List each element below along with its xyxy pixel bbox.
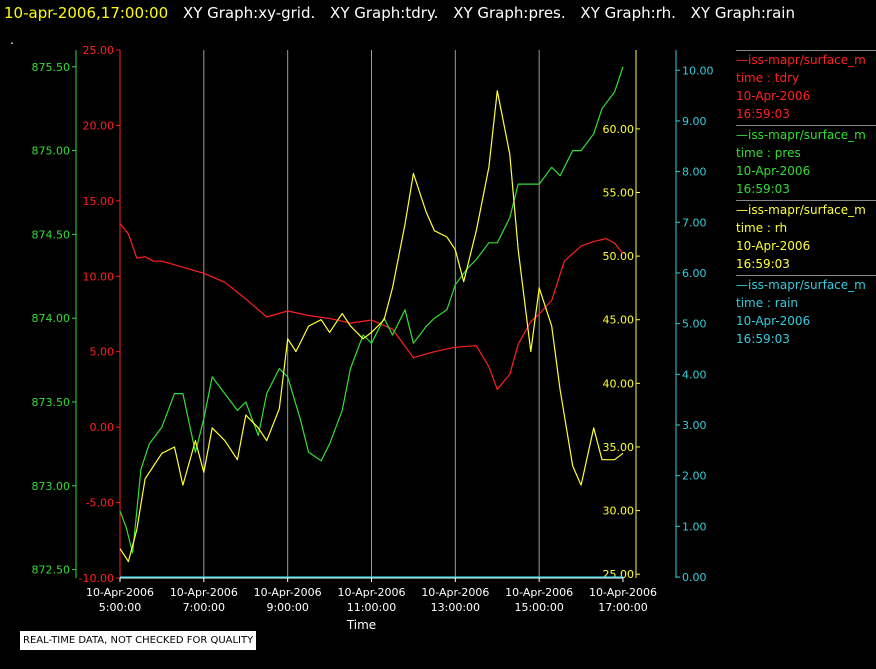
tick-label-tdry: 5.00 — [90, 346, 115, 359]
tick-label-rain: 1.00 — [682, 520, 707, 533]
header-graph-tdry[interactable]: XY Graph:tdry. — [330, 4, 439, 22]
series-line-tdry — [119, 223, 624, 390]
legend-name: —iss-mapr/surface_m — [736, 278, 866, 292]
chart-header: 10-apr-2006,17:00:00 XY Graph:xy-grid. X… — [4, 3, 795, 23]
tick-label-rain: 10.00 — [682, 64, 714, 77]
tick-label-tdry: 20.00 — [83, 119, 115, 132]
legend-date: 10-Apr-2006 — [736, 239, 811, 253]
legend-time: 16:59:03 — [736, 182, 790, 196]
legend-time: 16:59:03 — [736, 107, 790, 121]
tick-label-rh: 50.00 — [603, 250, 635, 263]
x-axis-label: Time — [346, 618, 376, 632]
tick-label-tdry: 15.00 — [83, 195, 115, 208]
tick-label-date: 10-Apr-2006 — [170, 586, 238, 599]
tick-label-rain: 4.00 — [682, 368, 707, 381]
tick-label-date: 10-Apr-2006 — [505, 586, 573, 599]
tick-label-date: 10-Apr-2006 — [589, 586, 657, 599]
legend: —iss-mapr/surface_m time : tdry 10-Apr-200… — [736, 50, 876, 350]
tick-label-pres: 874.00 — [32, 312, 71, 325]
tick-label-rh: 40.00 — [603, 377, 635, 390]
tick-label-rain: 3.00 — [682, 419, 707, 432]
tick-label-tdry: 25.00 — [83, 44, 115, 57]
series-line-rh — [119, 90, 624, 563]
tick-label-time: 15:00:00 — [514, 601, 563, 614]
tick-label-pres: 873.00 — [32, 480, 71, 493]
tick-label-tdry: 10.00 — [83, 270, 115, 283]
tick-label-tdry: -5.00 — [86, 497, 114, 510]
legend-name: —iss-mapr/surface_m — [736, 128, 866, 142]
tick-label-rh: 35.00 — [603, 441, 635, 454]
tick-label-rh: 45.00 — [603, 314, 635, 327]
tick-label-date: 10-Apr-2006 — [254, 586, 322, 599]
header-graph-xy-grid[interactable]: XY Graph:xy-grid. — [182, 4, 316, 22]
legend-axis: time : rh — [736, 221, 788, 235]
tick-label-time: 13:00:00 — [431, 601, 480, 614]
tick-label-rh: 60.00 — [603, 123, 635, 136]
header-graph-rh[interactable]: XY Graph:rh. — [580, 4, 676, 22]
legend-time: 16:59:03 — [736, 332, 790, 346]
tick-label-time: 11:00:00 — [347, 601, 396, 614]
tick-label-date: 10-Apr-2006 — [421, 586, 489, 599]
tick-label-pres: 873.50 — [32, 396, 71, 409]
legend-time: 16:59:03 — [736, 257, 790, 271]
tick-label-time: 9:00:00 — [266, 601, 308, 614]
tick-label-rain: 9.00 — [682, 115, 707, 128]
legend-date: 10-Apr-2006 — [736, 89, 811, 103]
tick-label-rain: 2.00 — [682, 470, 707, 483]
legend-axis: time : tdry — [736, 71, 800, 85]
tick-label-tdry: 0.00 — [90, 421, 115, 434]
quality-disclaimer: REAL-TIME DATA, NOT CHECKED FOR QUALITY — [20, 631, 257, 650]
tick-label-rain: 0.00 — [682, 571, 707, 584]
header-graph-pres[interactable]: XY Graph:pres. — [453, 4, 566, 22]
tick-label-date: 10-Apr-2006 — [337, 586, 405, 599]
tick-label-rain: 7.00 — [682, 216, 707, 229]
tick-label-rh: 55.00 — [603, 186, 635, 199]
tick-label-pres: 874.50 — [32, 228, 71, 241]
legend-name: —iss-mapr/surface_m — [736, 53, 866, 67]
tick-label-time: 7:00:00 — [183, 601, 225, 614]
tick-label-rain: 6.00 — [682, 267, 707, 280]
tick-label-rain: 5.00 — [682, 318, 707, 331]
legend-name: —iss-mapr/surface_m — [736, 203, 866, 217]
tick-label-rh: 30.00 — [603, 505, 635, 518]
tick-label-time: 17:00:00 — [598, 601, 647, 614]
tick-label-pres: 875.50 — [32, 61, 71, 74]
legend-date: 10-Apr-2006 — [736, 164, 811, 178]
tick-label-date: 10-Apr-2006 — [86, 586, 154, 599]
tick-label-pres: 875.00 — [32, 145, 71, 158]
tick-label-pres: 872.50 — [32, 564, 71, 577]
header-graph-rain[interactable]: XY Graph:rain — [690, 4, 795, 22]
tick-label-tdry: -10.00 — [79, 572, 114, 585]
tick-label-time: 5:00:00 — [99, 601, 141, 614]
legend-axis: time : rain — [736, 296, 799, 310]
tick-label-rain: 8.00 — [682, 166, 707, 179]
status-dot: . — [10, 33, 14, 47]
legend-date: 10-Apr-2006 — [736, 314, 811, 328]
legend-axis: time : pres — [736, 146, 801, 160]
header-timestamp: 10-apr-2006,17:00:00 — [4, 4, 169, 22]
tick-label-rh: 25.00 — [603, 568, 635, 581]
